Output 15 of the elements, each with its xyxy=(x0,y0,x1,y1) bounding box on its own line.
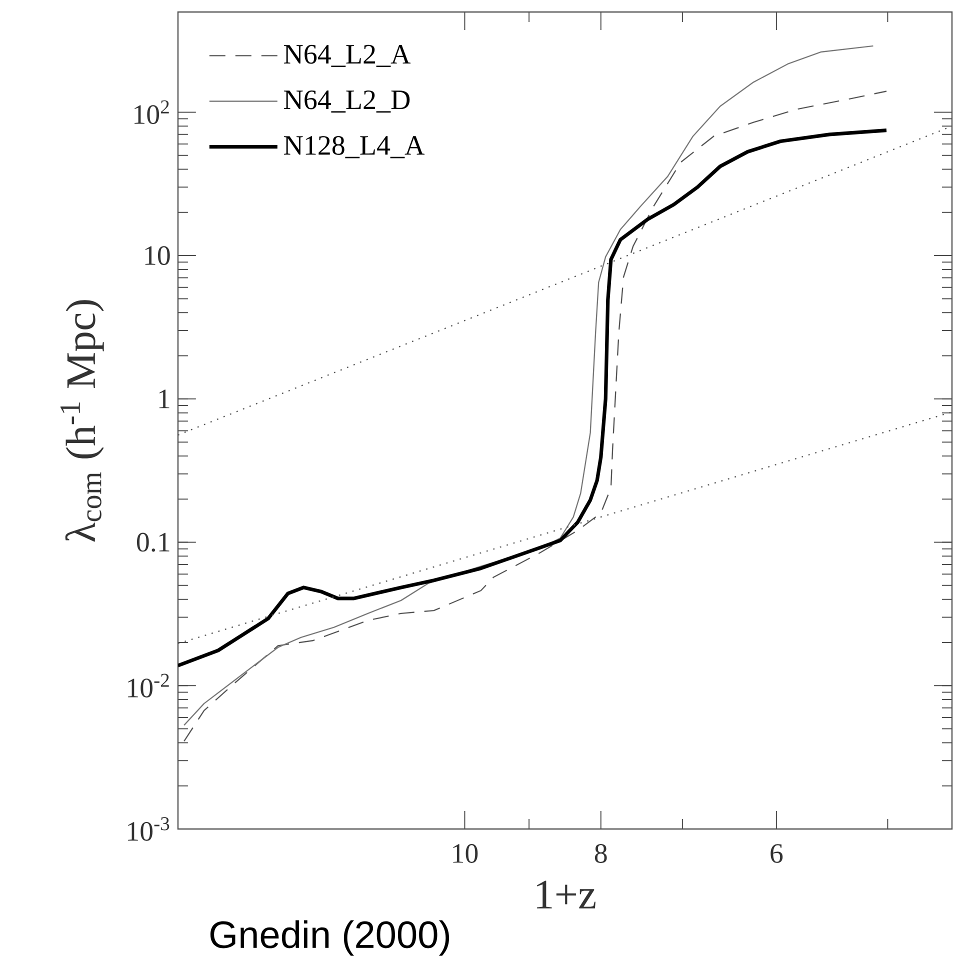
x-axis-title: 1+z xyxy=(537,880,596,908)
x-tick-label: 6 xyxy=(770,844,783,863)
y-tick-label: 10$^{2}$ xyxy=(134,100,169,124)
y-tick-label: 1 xyxy=(159,390,170,408)
y-tick-label: 10$^{-3}$ xyxy=(128,817,170,841)
legend-label: N64_L2_A xyxy=(284,44,411,68)
legend-label: N128_L4_A xyxy=(284,136,425,158)
y-axis-title: λ$_{com}$ (h$^{-1}$ Mpc) xyxy=(60,300,104,542)
x-tick-label: 10 xyxy=(453,844,478,863)
y-tick-label: 0.1 xyxy=(136,532,170,552)
legend-label: N64_L2_D xyxy=(284,90,410,113)
text: Gnedin (2000) xyxy=(210,920,450,956)
x-tick-label: 8 xyxy=(594,844,607,863)
y-tick-label: 10 xyxy=(145,246,170,266)
y-tick-label: 10$^{-2}$ xyxy=(128,674,169,698)
